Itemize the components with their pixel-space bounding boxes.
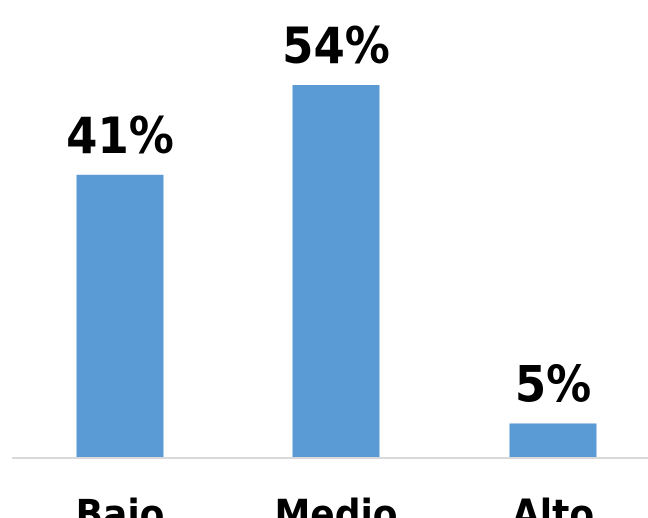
- value-label-medio: 54%: [282, 17, 390, 75]
- value-labels-group: 41% 54% 5%: [66, 17, 591, 413]
- value-label-alto: 5%: [515, 355, 591, 413]
- bar-alto: [509, 423, 597, 458]
- bar-bajo: [76, 174, 164, 458]
- category-labels-group: Bajo Medio Alto: [76, 492, 594, 518]
- category-label-medio: Medio: [274, 492, 397, 518]
- bar-medio: [292, 85, 380, 458]
- value-label-bajo: 41%: [66, 107, 174, 165]
- category-label-alto: Alto: [512, 492, 594, 518]
- bars-group: [76, 85, 597, 458]
- category-label-bajo: Bajo: [76, 492, 165, 518]
